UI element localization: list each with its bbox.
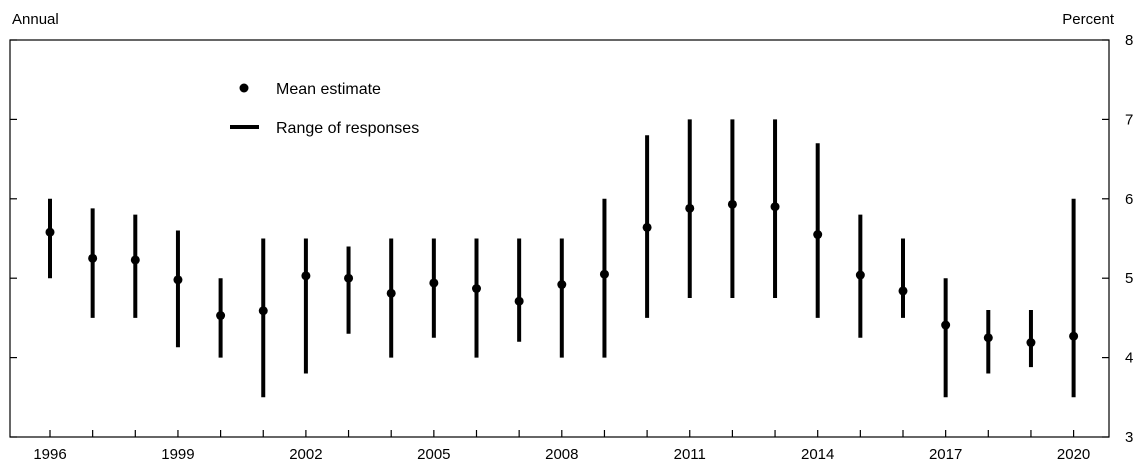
- x-tick-label: 2002: [289, 446, 322, 463]
- mean-point-1998: [130, 255, 140, 265]
- y-tick-label: 7: [1125, 111, 1133, 128]
- mean-point-2001: [258, 306, 268, 316]
- mean-point-2018: [983, 333, 993, 343]
- mean-point-2020: [1069, 331, 1079, 341]
- mean-point-2011: [685, 203, 695, 213]
- mean-point-2015: [855, 270, 865, 280]
- mean-markers: [45, 199, 1079, 348]
- plot-frame: [9, 39, 1110, 438]
- mean-point-1997: [88, 253, 98, 263]
- mean-point-2000: [216, 311, 226, 321]
- legend-range-label: Range of responses: [276, 120, 419, 137]
- mean-point-2012: [727, 199, 737, 209]
- x-tick-label: 2014: [801, 446, 834, 463]
- y-tick-label: 5: [1125, 270, 1133, 287]
- mean-point-2019: [1026, 338, 1036, 348]
- mean-point-2004: [386, 288, 396, 298]
- x-tick-label: 1999: [161, 446, 194, 463]
- left-axis-label: Annual: [12, 11, 59, 28]
- y-tick-label: 3: [1125, 429, 1133, 446]
- mean-point-2016: [898, 286, 908, 296]
- range-bars: [48, 119, 1076, 398]
- mean-point-2003: [344, 273, 354, 283]
- y-axis: 3 4 5 6 7 8: [10, 32, 1133, 446]
- mean-point-2008: [557, 280, 567, 290]
- y-tick-label: 8: [1125, 32, 1133, 49]
- y-tick-label: 6: [1125, 191, 1133, 208]
- mean-point-1996: [45, 227, 55, 237]
- mean-point-2007: [514, 296, 524, 306]
- y-tick-label: 4: [1125, 350, 1133, 367]
- mean-point-2013: [770, 202, 780, 212]
- mean-point-2005: [429, 278, 439, 288]
- x-tick-label: 2005: [417, 446, 450, 463]
- x-tick-label: 1996: [33, 446, 66, 463]
- x-tick-label: 2011: [674, 446, 706, 463]
- x-tick-label: 2020: [1057, 446, 1090, 463]
- mean-point-2006: [472, 284, 481, 294]
- legend-mean-label: Mean estimate: [276, 81, 381, 98]
- mean-point-2010: [642, 222, 652, 232]
- x-tick-label: 2008: [545, 446, 578, 463]
- legend: Mean estimate Range of responses: [230, 81, 419, 137]
- x-tick-label: 2017: [929, 446, 962, 463]
- mean-point-2017: [941, 320, 951, 330]
- x-axis: 1996 1999 2002 2005 2008 2011 2014 2017 2020: [33, 430, 1090, 463]
- mean-point-2014: [813, 230, 823, 240]
- mean-point-2002: [301, 271, 311, 281]
- mean-point-2009: [599, 269, 609, 279]
- mean-point-1999: [173, 275, 183, 285]
- right-axis-label: Percent: [1062, 11, 1115, 28]
- legend-mean-marker: [239, 83, 249, 93]
